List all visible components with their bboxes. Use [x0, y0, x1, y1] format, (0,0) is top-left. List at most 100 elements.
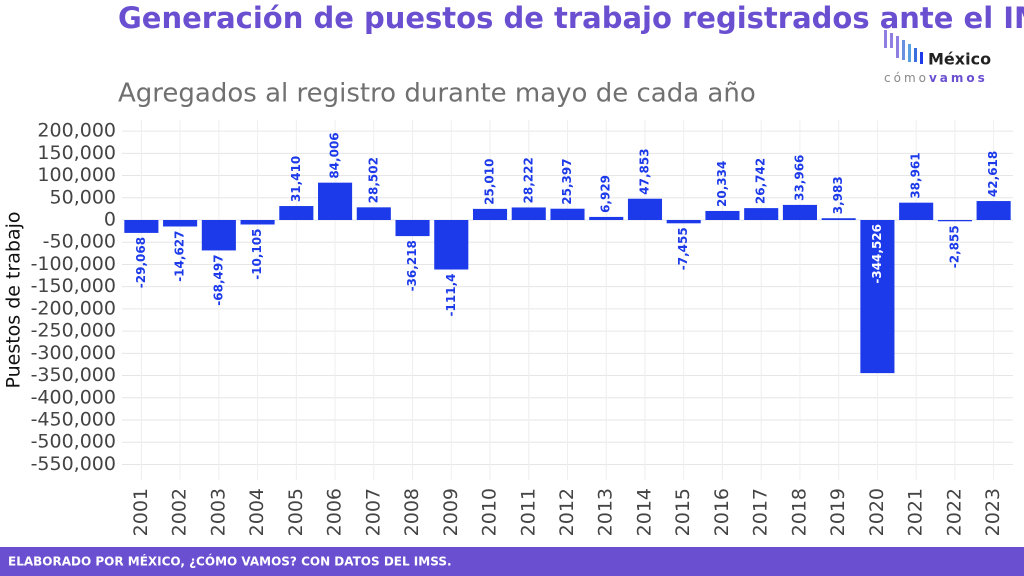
logo-tagline-a: cómo	[884, 71, 929, 85]
logo-tagline-b: vamos	[929, 71, 988, 85]
y-tick-label: -50,000	[43, 231, 116, 253]
y-tick-label: -250,000	[31, 320, 116, 342]
x-tick-label: 2006	[324, 488, 346, 536]
y-tick-label: -150,000	[31, 275, 116, 297]
x-tick-label: 2014	[633, 488, 655, 536]
value-label: -14,627	[173, 231, 187, 282]
bar	[705, 210, 740, 220]
x-tick-label: 2004	[246, 488, 268, 536]
bar	[782, 204, 817, 220]
bar	[627, 198, 663, 220]
chart-subtitle: Agregados al registro durante mayo de ca…	[118, 79, 756, 109]
logo-name: México	[928, 50, 991, 69]
bar	[550, 208, 585, 220]
value-label: 3,983	[831, 176, 845, 214]
bar	[937, 220, 972, 222]
x-tick-label: 2011	[517, 488, 539, 536]
x-tick-label: 2001	[130, 488, 152, 536]
bar	[472, 208, 508, 220]
bar	[860, 220, 895, 374]
logo-bar	[914, 48, 917, 62]
y-tick-label: -400,000	[31, 386, 116, 408]
value-label: -111,4	[444, 274, 458, 317]
x-tick-label: 2008	[401, 488, 423, 536]
x-tick-label: 2021	[905, 488, 927, 536]
value-label: 26,742	[754, 158, 768, 204]
x-tick-label: 2010	[479, 488, 501, 536]
y-tick-label: -200,000	[31, 297, 116, 319]
y-tick-label: -100,000	[31, 253, 116, 275]
footer-band	[0, 547, 1024, 576]
x-tick-label: 2009	[440, 488, 462, 536]
x-tick-label: 2013	[595, 488, 617, 536]
value-label: -344,526	[870, 224, 884, 284]
value-label: 84,006	[328, 132, 342, 178]
logo-bar	[884, 30, 887, 48]
value-label: -2,855	[947, 225, 961, 268]
bar	[666, 220, 701, 224]
value-label: 25,010	[483, 159, 497, 205]
value-label: 31,410	[289, 156, 303, 202]
bar	[976, 201, 1011, 220]
bar	[744, 208, 779, 220]
bar	[434, 220, 469, 270]
y-tick-label: 200,000	[37, 120, 116, 142]
logo-bar	[920, 52, 923, 64]
x-tick-label: 2005	[285, 488, 307, 536]
value-label: 20,334	[715, 161, 729, 207]
y-axis-label: Puestos de trabajo	[3, 211, 25, 388]
bar	[395, 220, 430, 237]
bar	[201, 220, 236, 251]
y-tick-label: -550,000	[31, 453, 116, 475]
y-tick-label: 150,000	[37, 142, 116, 164]
value-label: 47,853	[637, 148, 651, 194]
logo: México cómovamos	[884, 30, 991, 85]
x-tick-label: 2018	[788, 488, 810, 536]
value-label: 28,222	[521, 157, 535, 203]
y-tick-label: -300,000	[31, 342, 116, 364]
y-tick-label: 100,000	[37, 164, 116, 186]
y-tick-label: -450,000	[31, 409, 116, 431]
logo-tagline: cómovamos	[884, 71, 988, 85]
logo-bar	[908, 44, 911, 62]
footer: ELABORADO POR MÉXICO, ¿CÓMO VAMOS? CON D…	[8, 554, 452, 569]
value-label: -68,497	[211, 254, 225, 305]
y-tick-label: -350,000	[31, 364, 116, 386]
x-tick-label: 2007	[362, 488, 384, 536]
chart-title: Generación de puestos de trabajo registr…	[118, 1, 1024, 35]
value-label: -29,068	[134, 237, 148, 288]
x-tick-label: 2017	[750, 488, 772, 536]
value-label: -36,218	[405, 240, 419, 291]
x-tick-label: 2016	[711, 488, 733, 536]
x-tick-label: 2020	[866, 488, 888, 536]
x-tick-label: 2002	[169, 488, 191, 536]
x-tick-label: 2019	[827, 488, 849, 536]
y-tick-label: 0	[104, 209, 116, 231]
bar	[279, 206, 314, 220]
bar	[163, 220, 198, 227]
bar	[124, 220, 159, 233]
bar	[511, 207, 546, 220]
value-label: 38,961	[909, 152, 923, 198]
bar	[356, 207, 391, 220]
x-tick-label: 2003	[207, 488, 229, 536]
bar	[589, 216, 624, 220]
value-label: 28,502	[366, 157, 380, 203]
y-tick-label: -500,000	[31, 431, 116, 453]
value-label: 33,966	[792, 155, 806, 201]
logo-bar	[902, 40, 905, 60]
logo-bar	[896, 36, 899, 58]
bar	[899, 202, 934, 220]
x-tick-label: 2012	[556, 488, 578, 536]
logo-bar	[890, 33, 893, 48]
x-tick-label: 2015	[672, 488, 694, 536]
y-tick-label: 50,000	[50, 186, 116, 208]
x-tick-label: 2022	[943, 488, 965, 536]
value-label: 6,929	[599, 175, 613, 213]
bar	[821, 218, 856, 220]
x-tick-label: 2023	[982, 488, 1004, 536]
bar	[240, 220, 275, 225]
value-label: 25,397	[560, 158, 574, 204]
value-label: 42,618	[986, 151, 1000, 197]
